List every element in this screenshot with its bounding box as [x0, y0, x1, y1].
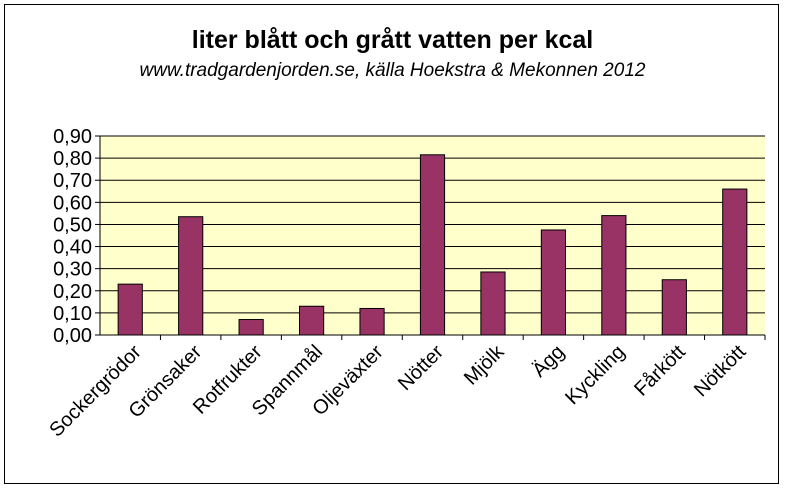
x-category-label: Mjölk: [460, 340, 509, 389]
x-category-label: Nötkött: [690, 341, 751, 402]
x-category-label: Nötter: [394, 341, 448, 395]
bar-4: [299, 305, 325, 336]
axes: [95, 135, 766, 340]
bar-5: [359, 307, 385, 336]
bar-7: [480, 271, 506, 336]
x-category-label: Kyckling: [561, 341, 629, 409]
bar-2: [178, 216, 204, 336]
y-tick-label: 0,60: [53, 192, 92, 214]
chart-title: liter blått och grått vatten per kcal: [191, 26, 594, 54]
y-tick-label: 0,10: [53, 303, 92, 325]
y-tick-label: 0,50: [53, 214, 92, 236]
y-tick-label: 0,40: [53, 237, 92, 259]
bars: [117, 154, 748, 336]
bar-3: [238, 319, 264, 336]
y-tick-label: 0,90: [53, 126, 92, 148]
bar-6: [419, 154, 446, 336]
x-category-label: Ägg: [528, 341, 569, 382]
y-tick-label: 0,00: [53, 325, 92, 347]
chart-subtitle: www.tradgardenjorden.se, källa Hoekstra …: [139, 60, 646, 81]
y-tick-label: 0,30: [53, 259, 92, 281]
x-category-label: Sockergrödor: [45, 341, 146, 442]
y-tick-labels: 0,000,100,200,300,400,500,600,700,800,90: [53, 126, 92, 347]
y-tick-label: 0,20: [53, 281, 92, 303]
bar-11: [722, 188, 748, 336]
bar-1: [117, 283, 143, 336]
y-tick-label: 0,80: [53, 148, 92, 170]
y-tick-label: 0,70: [53, 170, 92, 192]
bar-10: [661, 279, 687, 336]
x-category-label: Fårkött: [630, 341, 690, 401]
bar-8: [540, 229, 566, 336]
x-category-labels: SockergrödorGrönsakerRotfrukterSpannmålO…: [45, 340, 750, 441]
bar-9: [601, 215, 627, 336]
